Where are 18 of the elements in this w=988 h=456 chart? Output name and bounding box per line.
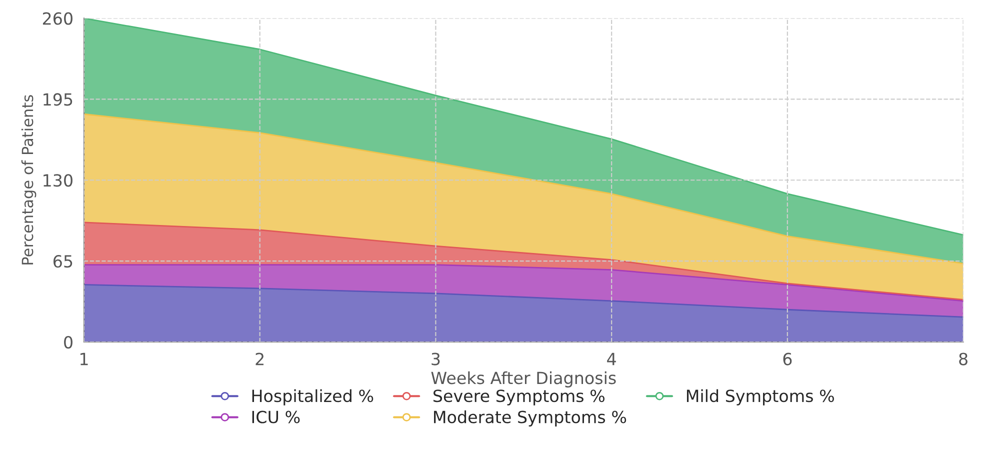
x-tick-label: 2: [256, 352, 264, 366]
y-tick-label: 130: [44, 174, 72, 187]
legend-label: Moderate Symptoms %: [434, 410, 626, 427]
x-tick-label: 4: [607, 352, 616, 366]
x-tick-label: 8: [959, 352, 968, 366]
y-tick-label: 260: [42, 12, 72, 25]
legend-label: Hospitalized %: [252, 389, 374, 406]
x-tick-label: 1: [80, 352, 88, 366]
y-axis-title: Percentage of Patients: [21, 95, 36, 264]
y-tick-label: 195: [44, 93, 72, 106]
legend-label: ICU %: [252, 410, 300, 424]
y-tick-label: 65: [54, 255, 72, 268]
x-tick-label: 6: [783, 352, 792, 366]
legend-label: Mild Symptoms %: [686, 389, 834, 406]
y-tick-label: 0: [64, 336, 72, 349]
legend-label: Severe Symptoms %: [433, 390, 604, 406]
x-tick-label: 3: [432, 352, 440, 366]
x-axis-title: Weeks After Diagnosis: [431, 371, 616, 388]
